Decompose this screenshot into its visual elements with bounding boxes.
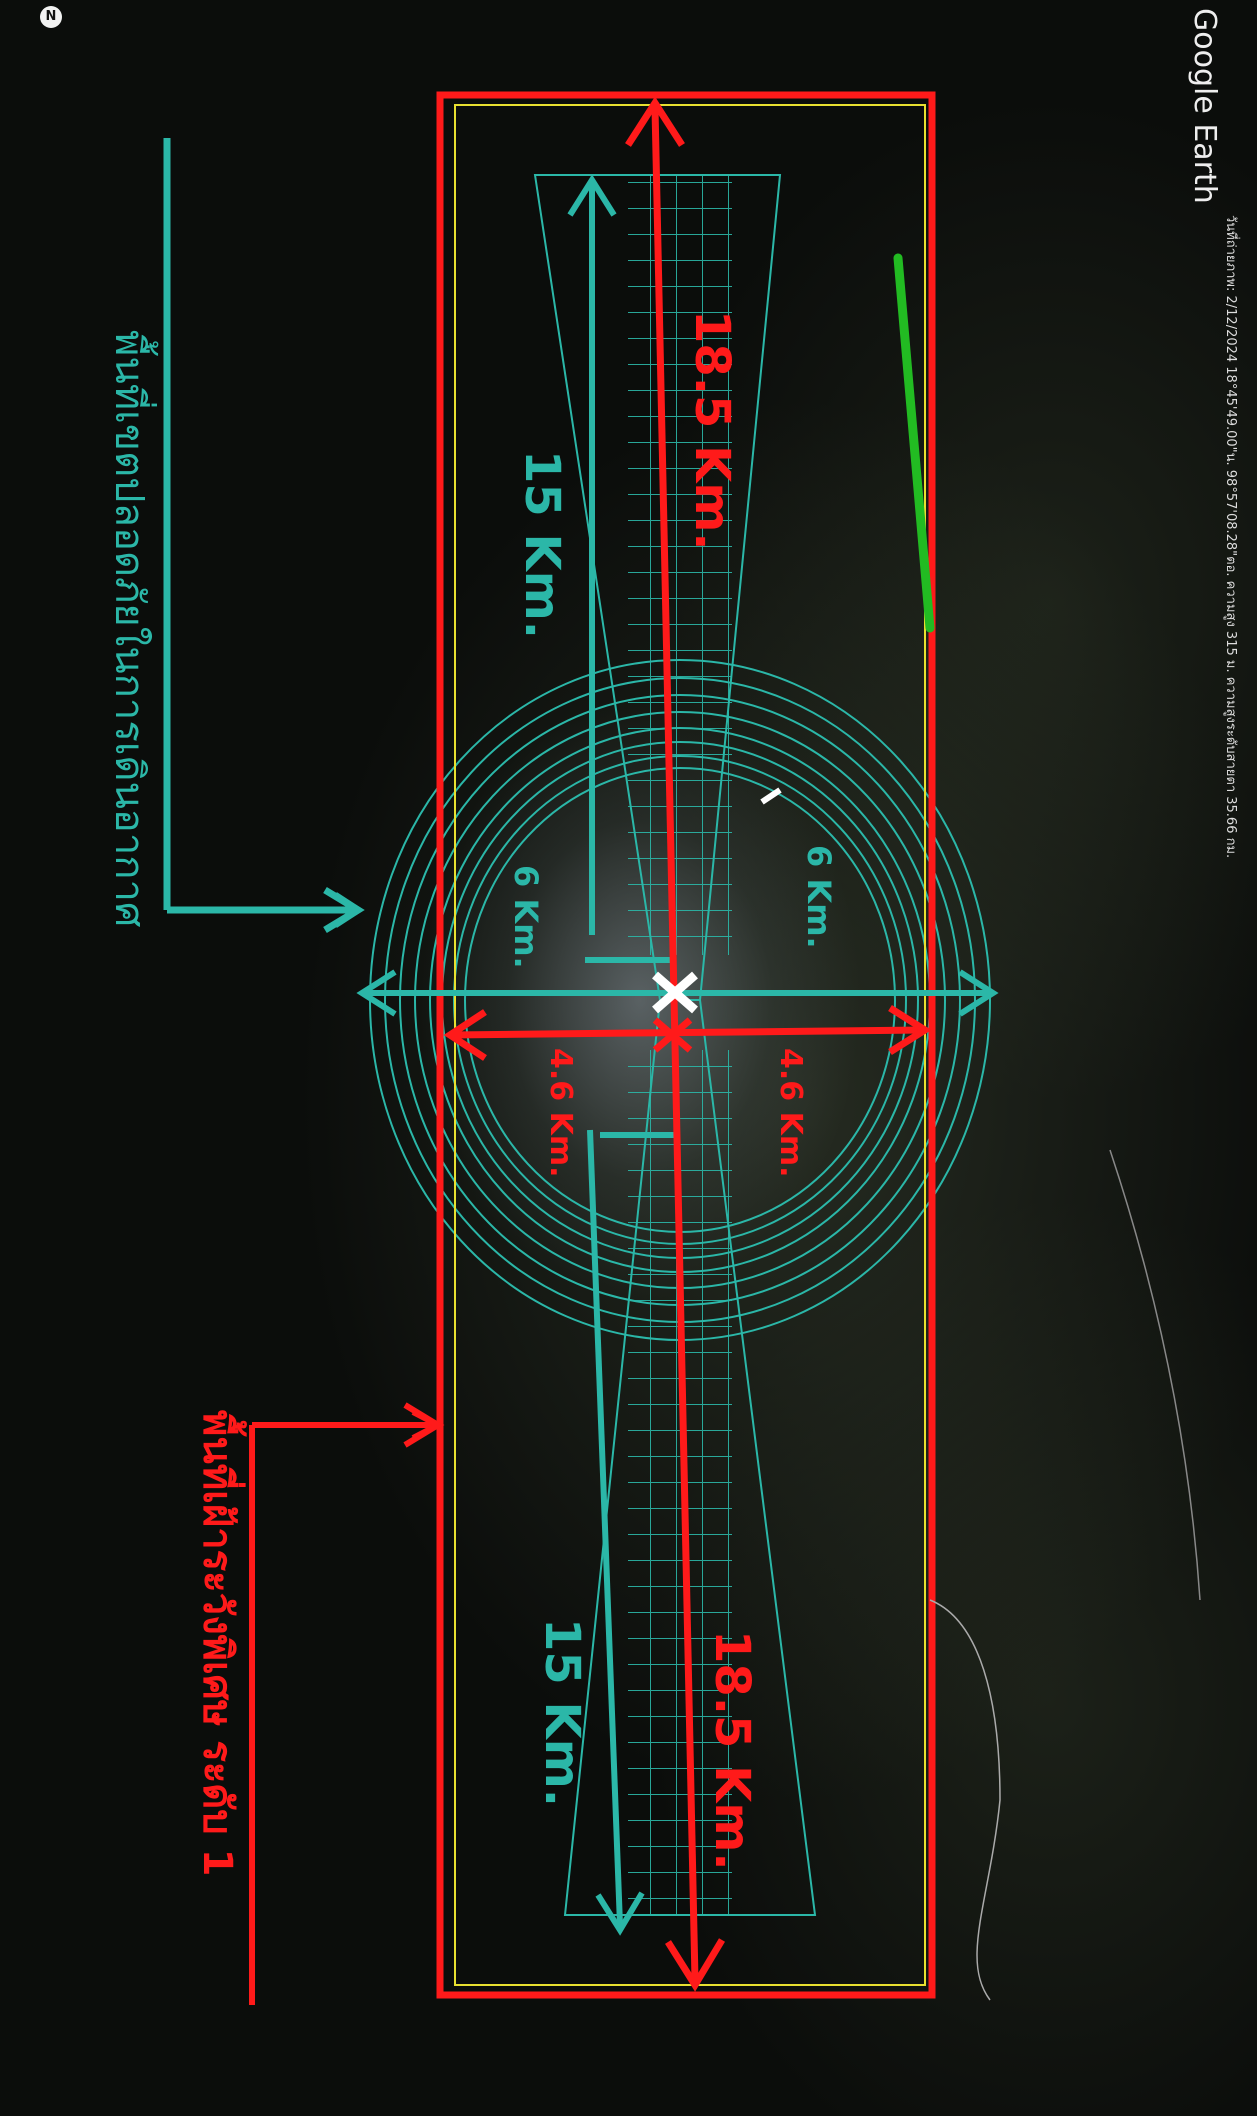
river-line (929, 1599, 1001, 2001)
green-strip (893, 253, 935, 633)
runway-hatch-north (628, 175, 732, 955)
red-4-6km-label-west: 4.6 Km. (543, 1048, 578, 1178)
flight-safety-leader (163, 138, 365, 933)
red-18-5km-label-south: 18.5 Km. (704, 1630, 760, 1871)
surveillance-zone-label: พื้นที่เฝ้าระวังพิเศษ ระดับ 1 (194, 1410, 240, 1877)
yellow-boundary (454, 104, 926, 1986)
teal-6km-label-west: 6 Km. (507, 865, 545, 969)
surveillance-leader (249, 1402, 445, 2005)
surveillance-boundary (436, 91, 936, 1999)
google-earth-logo: Google Earth (1187, 8, 1222, 204)
teal-length-arrows (567, 174, 675, 1936)
flight-safety-zone-label: พื้นที่เขตปลอดภัยในการเดินอากาศ (106, 330, 152, 928)
teal-15km-label-north: 15 Km. (514, 450, 570, 639)
north-badge[interactable]: N (40, 6, 62, 28)
red-radius-arrow (443, 1005, 932, 1061)
road-line (1109, 1149, 1201, 1601)
red-length-arrow (625, 96, 726, 1992)
airport-reference-point-red (652, 1017, 693, 1053)
red-4-6km-label-east: 4.6 Km. (773, 1048, 808, 1178)
teal-15km-label-south: 15 Km. (534, 1618, 590, 1807)
airport-reference-point-white (652, 971, 698, 1014)
teal-6km-label-east: 6 Km. (800, 845, 838, 949)
status-bar: วันที่ถ่ายภาพ: 2/12/2024 18°45'49.00"น. … (1223, 215, 1238, 859)
red-18-5km-label-north: 18.5 Km. (684, 310, 740, 551)
white-marker (760, 787, 782, 805)
